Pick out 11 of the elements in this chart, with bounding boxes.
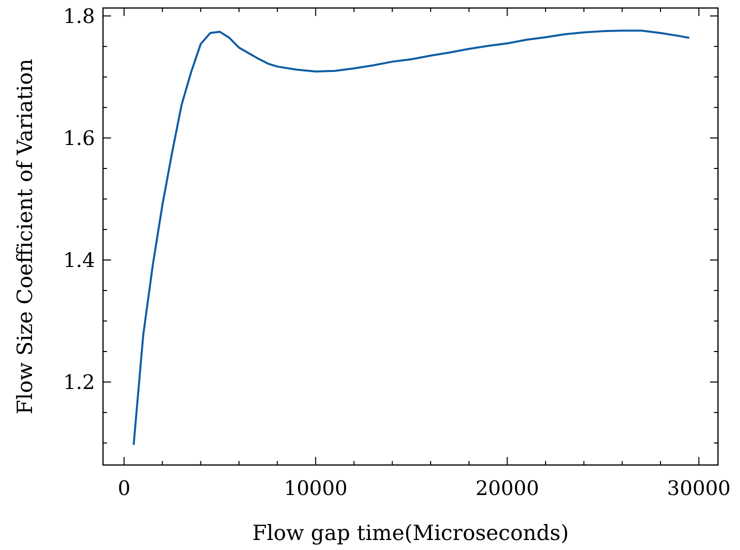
y-tick-label: 1.4	[63, 248, 95, 272]
y-tick-label: 1.8	[63, 4, 95, 28]
y-axis-title: Flow Size Coefficient of Variation	[13, 58, 37, 414]
line-series	[132, 30, 690, 446]
y-tick-label: 1.6	[63, 126, 95, 150]
x-axis-title: Flow gap time(Microseconds)	[252, 521, 569, 545]
x-tick-label: 30000	[667, 476, 731, 500]
x-tick-label: 0	[118, 476, 130, 500]
x-tick-label: 20000	[475, 476, 540, 500]
x-tick-label: 10000	[284, 476, 348, 500]
y-tick-label: 1.2	[63, 370, 95, 394]
